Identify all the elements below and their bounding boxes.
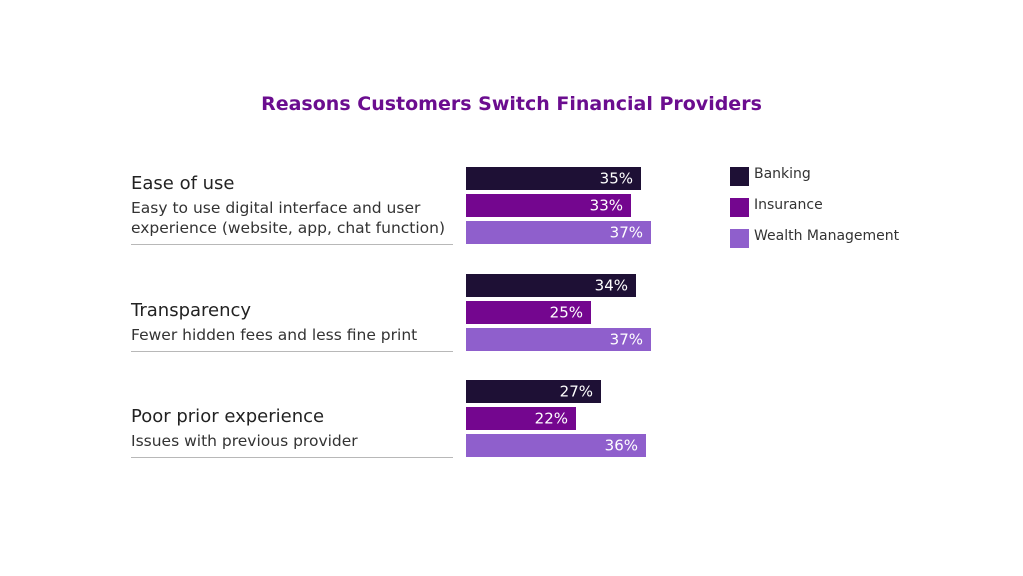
category-ease-of-use: Ease of use Easy to use digital interfac… xyxy=(131,173,453,245)
category-divider xyxy=(131,457,453,458)
category-label: Ease of use xyxy=(131,173,235,194)
category-poor-prior-experience: Poor prior experience Issues with previo… xyxy=(131,406,453,458)
data-label: 27% xyxy=(560,383,593,401)
bar-insurance-transparency xyxy=(466,301,591,324)
data-label: 25% xyxy=(550,304,583,322)
data-label: 35% xyxy=(600,170,633,188)
category-divider xyxy=(131,244,453,245)
data-label: 33% xyxy=(590,197,623,215)
legend-label: Banking xyxy=(754,166,811,182)
data-label: 36% xyxy=(605,437,638,455)
bar-banking-ease-of-use xyxy=(466,167,641,190)
bar-wealth-management-transparency xyxy=(466,328,651,351)
legend-swatch xyxy=(730,229,749,248)
legend-label: Wealth Management xyxy=(754,228,900,244)
bar-banking-transparency xyxy=(466,274,636,297)
category-description: Issues with previous provider xyxy=(131,432,358,450)
bar-insurance-ease-of-use xyxy=(466,194,631,217)
category-label: Transparency xyxy=(131,300,252,321)
bar-wealth-management-poor-prior-experience xyxy=(466,434,646,457)
category-label: Poor prior experience xyxy=(131,406,325,427)
chart-title: Reasons Customers Switch Financial Provi… xyxy=(261,93,762,115)
data-label: 37% xyxy=(610,331,643,349)
legend-swatch xyxy=(730,198,749,217)
bar-insurance-poor-prior-experience xyxy=(466,407,576,430)
category-description: Fewer hidden fees and less fine print xyxy=(131,326,418,344)
legend-label: Insurance xyxy=(754,197,823,213)
bar-wealth-management-ease-of-use xyxy=(466,221,651,244)
data-label: 37% xyxy=(610,224,643,242)
data-label: 22% xyxy=(535,410,568,428)
category-description: Easy to use digital interface and user e… xyxy=(131,199,446,237)
category-transparency: Transparency Fewer hidden fees and less … xyxy=(131,300,453,352)
data-label: 34% xyxy=(595,277,628,295)
bar-banking-poor-prior-experience xyxy=(466,380,601,403)
category-divider xyxy=(131,351,453,352)
legend-swatch xyxy=(730,167,749,186)
